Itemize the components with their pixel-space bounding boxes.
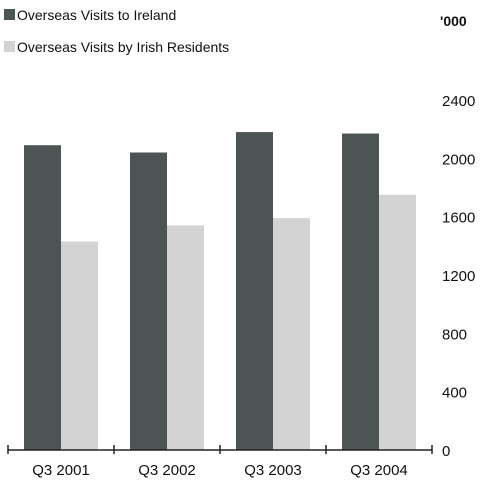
bar-overseas-visits-to-ireland-q3-2003 (236, 132, 273, 451)
bars-group (24, 132, 416, 451)
bar-overseas-visits-to-ireland-q3-2004 (342, 133, 379, 450)
bar-overseas-visits-to-ireland-q3-2002 (130, 152, 167, 450)
bar-overseas-visits-by-irish-residents-q3-2004 (379, 194, 416, 450)
unit-label: '000 (440, 13, 467, 29)
y-tick-labels: 0 400 800 1200 1600 2000 2400 (442, 93, 475, 460)
y-tick-label-1200: 1200 (442, 268, 475, 285)
bar-overseas-visits-to-ireland-q3-2001 (24, 145, 61, 451)
x-tick-label-q3-2004: Q3 2004 (350, 462, 408, 479)
x-tick-label-q3-2003: Q3 2003 (244, 462, 302, 479)
y-tick-label-2000: 2000 (442, 151, 475, 168)
legend-swatch-overseas-visits-by-irish-residents (4, 41, 15, 52)
y-tick-label-400: 400 (442, 385, 467, 402)
bar-overseas-visits-by-irish-residents-q3-2002 (167, 225, 204, 450)
x-tick-label-q3-2001: Q3 2001 (32, 462, 90, 479)
y-tick-label-800: 800 (442, 326, 467, 343)
bar-overseas-visits-by-irish-residents-q3-2001 (61, 241, 98, 450)
x-tick-label-q3-2002: Q3 2002 (138, 462, 196, 479)
legend-label-overseas-visits-by-irish-residents: Overseas Visits by Irish Residents (17, 39, 229, 55)
legend-label-overseas-visits-to-ireland: Overseas Visits to Ireland (17, 7, 176, 23)
y-tick-label-0: 0 (442, 443, 450, 460)
y-tick-label-1600: 1600 (442, 210, 475, 227)
x-tick-labels: Q3 2001 Q3 2002 Q3 2003 Q3 2004 (32, 462, 408, 479)
legend: Overseas Visits to Ireland Overseas Visi… (4, 7, 229, 55)
x-axis (7, 445, 433, 454)
legend-swatch-overseas-visits-to-ireland (4, 9, 15, 20)
bar-overseas-visits-by-irish-residents-q3-2003 (273, 218, 310, 450)
y-tick-label-2400: 2400 (442, 93, 475, 110)
